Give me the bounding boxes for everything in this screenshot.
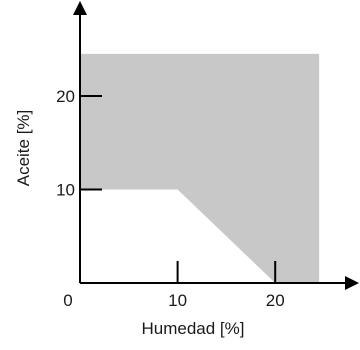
y-axis-title: Aceite [%] (14, 110, 33, 187)
x-tick-label: 20 (266, 291, 285, 310)
x-tick-label: 10 (168, 291, 187, 310)
x-ticks: 0 10 20 (63, 261, 285, 310)
shaded-region (80, 53, 320, 283)
y-tick-label: 10 (56, 181, 75, 200)
x-axis-title: Humedad [%] (142, 319, 245, 338)
x-tick-label: 0 (63, 291, 72, 310)
y-ticks: 10 20 (56, 87, 102, 200)
y-tick-label: 20 (56, 87, 75, 106)
